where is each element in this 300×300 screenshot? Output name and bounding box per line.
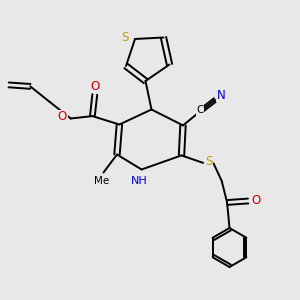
Text: Me: Me xyxy=(94,176,110,187)
Text: O: O xyxy=(90,80,99,93)
Text: NH: NH xyxy=(131,176,148,186)
Text: S: S xyxy=(205,155,212,168)
Text: N: N xyxy=(217,89,226,102)
Text: O: O xyxy=(58,110,67,124)
Text: O: O xyxy=(252,194,261,207)
Text: C: C xyxy=(196,105,204,116)
Text: S: S xyxy=(122,31,129,44)
